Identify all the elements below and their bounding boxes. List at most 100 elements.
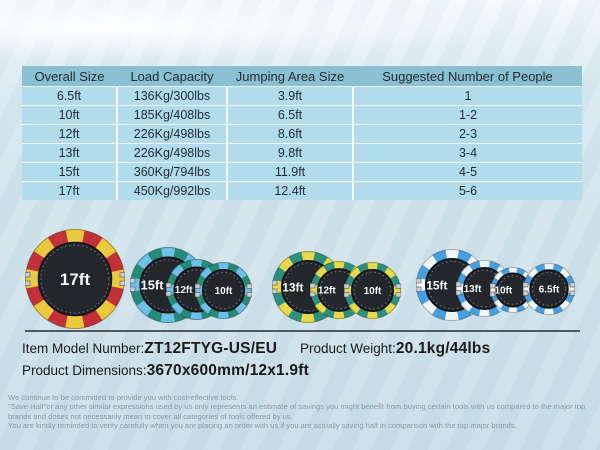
table-cell: 8.6ft [226, 124, 353, 144]
table-cell: 13ft [22, 143, 117, 163]
table-cell: 136Kg/300lbs [116, 86, 227, 106]
table-cell: 15ft [22, 162, 117, 182]
frame-clip-icon [343, 283, 349, 289]
trampoline-green-yellow-13ft: 13ft [272, 251, 344, 323]
frame-clip-icon [416, 286, 422, 292]
frame-clip-icon [343, 291, 349, 297]
product-details: Item Model Number: ZT12FTYG-US/EU Produc… [22, 340, 582, 382]
table-cell: 5-6 [352, 181, 582, 200]
product-weight-value: 20.1kg/44lbs [395, 340, 491, 357]
trampoline-blue-white-6.5ft: 6.5ft [523, 263, 575, 315]
frame-clip-icon [416, 278, 422, 284]
frame-clip-icon [395, 283, 401, 289]
model-number-value: ZT12FTYG-US/EU [144, 340, 278, 357]
frame-clip-icon [119, 280, 125, 286]
product-dimensions-value: 3670x600mm/12x1.9ft [146, 362, 309, 379]
col-header-1: Load Capacity [117, 66, 227, 87]
table-cell: 1-2 [352, 105, 582, 125]
frame-clip-icon [569, 282, 575, 288]
frame-clip-icon [455, 281, 461, 287]
trampoline-size-label: 10ft [214, 286, 232, 297]
table-cell: 3-4 [352, 143, 582, 163]
trampoline-blue-white-10ft: 10ft [490, 267, 536, 313]
disclaimer-line: You are kindly reminded to verify carefu… [8, 421, 517, 431]
frame-clip-icon [490, 283, 496, 289]
trampoline-size-label: 12ft [318, 286, 336, 297]
frame-clip-icon [395, 291, 401, 297]
frame-clip-icon [165, 282, 171, 288]
table-row: 17ft 450Kg/992lbs 12.4ft 5-6 [22, 181, 582, 200]
trampoline-green-blue-10ft: 10ft [194, 261, 252, 319]
frame-clip-icon [246, 283, 252, 289]
detail-row-dimensions: Product Dimensions: 3670x600mm/12x1.9ft [22, 362, 582, 382]
disclaimer-text: We continue to be committed to provide y… [8, 393, 594, 431]
spec-table: Overall Size Load Capacity Jumping Area Si… [22, 66, 582, 200]
frame-clip-icon [455, 289, 461, 295]
table-row: 12ft 226Kg/498lbs 8.6ft 2-3 [22, 124, 582, 144]
table-cell: 17ft [22, 181, 117, 200]
frame-clip-icon [130, 286, 136, 292]
table-cell: 3.9ft [226, 86, 353, 106]
divider-line [25, 330, 580, 332]
trampoline-size-label: 17ft [60, 270, 91, 289]
table-cell: 360Kg/794lbs [116, 162, 227, 182]
frame-clip-icon [490, 291, 496, 297]
table-row: 13ft 226Kg/498lbs 9.8ft 3-4 [22, 143, 582, 163]
trampoline-green-blue-15ft: 15ft [130, 247, 206, 323]
frame-clip-icon [246, 291, 252, 297]
frame-clip-icon [165, 290, 171, 296]
table-row: 10ft 185Kg/408lbs 6.5ft 1-2 [22, 105, 582, 125]
col-header-2: Jumping Area Size [227, 66, 353, 87]
trampoline-size-label: 10ft [494, 286, 512, 297]
table-cell: 6.5ft [22, 86, 117, 106]
trampoline-blue-white-13ft: 13ft [455, 259, 513, 317]
frame-clip-icon [523, 282, 529, 288]
trampoline-size-label: 13ft [282, 280, 303, 294]
table-cell: 12ft [22, 124, 117, 144]
table-cell: 226Kg/498lbs [116, 124, 227, 144]
table-cell: 226Kg/498lbs [116, 143, 227, 163]
trampoline-size-label: 15ft [426, 278, 447, 292]
frame-clip-icon [310, 283, 316, 289]
table-cell: 9.8ft [226, 143, 353, 163]
model-number-label: Item Model Number: [22, 341, 145, 356]
trampoline-size-label: 12ft [174, 285, 192, 296]
frame-clip-icon [119, 272, 125, 278]
table-cell: 1 [352, 86, 582, 106]
trampoline-size-label: 6.5ft [539, 285, 560, 296]
table-cell: 2-3 [352, 124, 582, 144]
frame-clip-icon [569, 290, 575, 296]
table-header-row: Overall Size Load Capacity Jumping Area Si… [22, 66, 582, 87]
table-cell: 4-5 [352, 162, 582, 182]
trampoline-size-label: 10ft [363, 286, 381, 297]
trampoline-red-yellow-17ft: 17ft [25, 229, 125, 329]
disclaimer-line: We continue to be committed to provide y… [8, 393, 239, 402]
frame-clip-icon [25, 272, 31, 278]
table-row: 15ft 360Kg/794lbs 11.9ft 4-5 [22, 162, 582, 182]
frame-clip-icon [272, 288, 278, 294]
table-cell: 12.4ft [226, 181, 353, 200]
disclaimer-line: "Save Half"or any other similar expressi… [8, 402, 586, 421]
product-dimensions-label: Product Dimensions: [22, 363, 147, 378]
table-cell: 11.9ft [226, 162, 353, 182]
table-cell: 10ft [22, 105, 117, 125]
trampoline-green-yellow-10ft: 10ft [343, 261, 401, 319]
weight-pair: Product Weight: 20.1kg/44lbs [300, 340, 490, 358]
frame-clip-icon [194, 283, 200, 289]
trampoline-size-label: 13ft [463, 284, 481, 295]
product-weight-label: Product Weight: [300, 341, 396, 356]
trampoline-blue-white-15ft: 15ft [416, 249, 488, 321]
table-row: 6.5ft 136Kg/300lbs 3.9ft 1 [22, 86, 582, 106]
frame-clip-icon [272, 280, 278, 286]
trampoline-size-label: 15ft [140, 278, 164, 293]
frame-clip-icon [194, 291, 200, 297]
trampoline-green-blue-12ft: 12ft [165, 258, 227, 320]
detail-row-model-weight: Item Model Number: ZT12FTYG-US/EU Produc… [22, 340, 582, 360]
table-cell: 185Kg/408lbs [116, 105, 227, 125]
col-header-3: Suggested Number of People [353, 66, 582, 87]
frame-clip-icon [130, 278, 136, 284]
table-cell: 450Kg/992lbs [116, 181, 227, 200]
table-cell: 6.5ft [226, 105, 353, 125]
frame-clip-icon [523, 290, 529, 296]
